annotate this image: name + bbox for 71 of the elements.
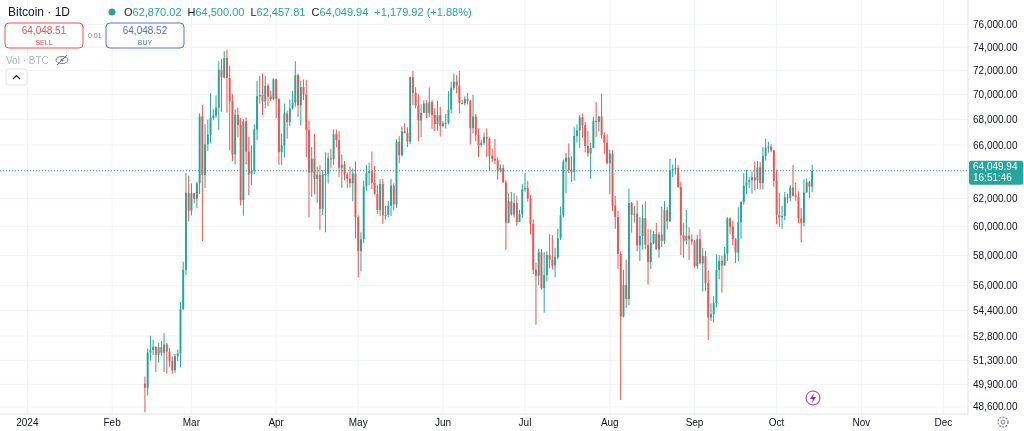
candlestick <box>398 135 401 164</box>
y-tick-label: 74,000.00 <box>973 41 1018 53</box>
candlestick <box>578 114 581 149</box>
y-tick-label: 60,000.00 <box>973 221 1018 233</box>
annotation: 64,048.52 <box>122 25 168 36</box>
annotation: H64,500.00 <box>187 6 245 18</box>
ref-line-label: 64,049.94 <box>973 160 1018 172</box>
candlestick <box>401 126 403 158</box>
y-tick-label: 68,000.00 <box>973 114 1018 126</box>
x-tick-label: Mar <box>182 417 201 428</box>
candlestick <box>163 332 166 373</box>
x-tick-label: Nov <box>852 417 871 428</box>
candlestick <box>513 192 516 219</box>
candlestick <box>420 103 423 138</box>
x-tick-label: Jul <box>518 417 532 428</box>
y-tick-label: 51,300.00 <box>973 355 1018 367</box>
y-tick-label: 56,000.00 <box>973 280 1018 292</box>
x-tick-label: Aug <box>600 417 619 428</box>
x-tick-label: Dec <box>934 417 953 428</box>
x-tick-label: 2024 <box>16 417 39 428</box>
candlestick <box>792 164 794 198</box>
candlestick <box>625 259 628 309</box>
candlestick <box>551 234 554 271</box>
y-tick-label: 72,000.00 <box>973 65 1018 77</box>
candlestick <box>483 132 485 146</box>
candlestick <box>543 251 546 314</box>
candlestick <box>458 70 461 114</box>
x-tick-label: Oct <box>768 417 785 428</box>
y-tick-label: 62,000.00 <box>973 193 1018 205</box>
candlestick <box>174 353 176 374</box>
candlestick <box>685 209 688 246</box>
candlestick <box>431 99 433 130</box>
annotation: L62,457.81 <box>250 6 306 18</box>
candlestick <box>390 178 392 217</box>
y-tick-label: 54,400.00 <box>973 304 1018 316</box>
candlestick <box>751 170 753 195</box>
candlestick <box>329 148 332 169</box>
candlestick <box>759 161 762 190</box>
candlestick <box>411 70 414 106</box>
x-tick-label: Feb <box>103 417 122 428</box>
annotation: +1,179.92 (+1.88%) <box>374 6 472 18</box>
candlestick <box>406 126 409 148</box>
y-tick-label: 48,600.00 <box>973 401 1018 413</box>
y-tick-label: 58,000.00 <box>973 250 1018 262</box>
annotation: C64,049.94 <box>311 6 369 18</box>
y-tick-label: 49,900.00 <box>973 378 1018 390</box>
candlestick <box>447 90 450 125</box>
y-tick-label: 52,800.00 <box>973 330 1018 342</box>
text: 16:51:46 <box>973 171 1013 183</box>
annotation: Vol · BTC <box>6 55 49 66</box>
y-tick-label: 70,000.00 <box>973 89 1018 101</box>
x-tick-label: Jun <box>434 417 452 428</box>
x-tick-label: Sep <box>685 417 704 428</box>
candlestick <box>299 80 302 127</box>
candlestick <box>658 231 660 259</box>
candlestick <box>633 205 636 224</box>
candlestick <box>515 195 518 227</box>
candlestick <box>666 206 669 231</box>
annotation: 64,048.51 <box>21 25 67 36</box>
x-tick-label: May <box>348 417 368 428</box>
candlestick <box>143 376 146 413</box>
candlestick <box>384 205 387 221</box>
candlestick <box>699 228 701 265</box>
y-tick-label: 66,000.00 <box>973 139 1018 151</box>
annotation: O62,870.02 <box>124 6 182 18</box>
text: Bitcoin · 1D <box>8 5 71 19</box>
candlestick <box>267 83 269 107</box>
candlestick <box>463 95 466 106</box>
y-tick-label: 76,000.00 <box>973 18 1018 30</box>
x-tick-label: Apr <box>268 417 285 428</box>
candlestick <box>548 233 551 269</box>
